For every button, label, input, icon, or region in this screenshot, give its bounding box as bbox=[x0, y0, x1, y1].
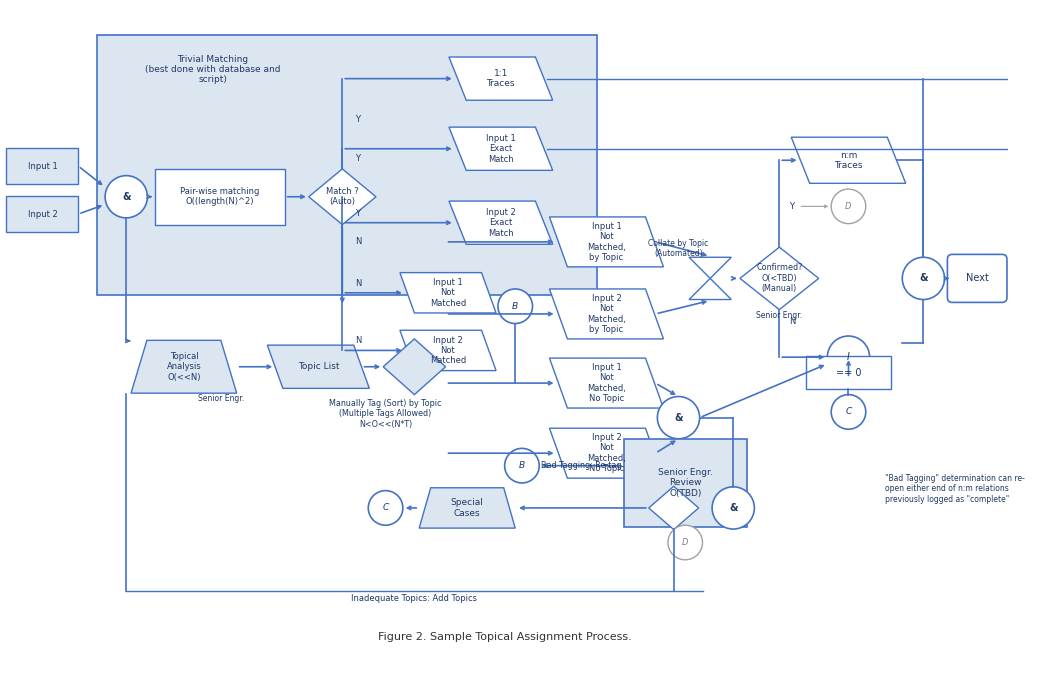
Text: Collate by Topic
(Automated): Collate by Topic (Automated) bbox=[649, 239, 708, 258]
Polygon shape bbox=[549, 289, 663, 339]
Text: Confirmed?
O(<TBD)
(Manual): Confirmed? O(<TBD) (Manual) bbox=[757, 264, 803, 293]
Text: Topic List: Topic List bbox=[298, 362, 340, 371]
FancyBboxPatch shape bbox=[155, 169, 285, 225]
Circle shape bbox=[831, 394, 866, 429]
Polygon shape bbox=[384, 339, 445, 394]
Polygon shape bbox=[400, 330, 496, 371]
Text: Senior Engr.: Senior Engr. bbox=[757, 312, 803, 320]
Text: Inadequate Topics: Add Topics: Inadequate Topics: Add Topics bbox=[351, 594, 478, 604]
Text: Y: Y bbox=[789, 202, 794, 211]
Text: Trivial Matching
(best done with database and
script): Trivial Matching (best done with databas… bbox=[145, 55, 281, 84]
Text: "Bad Tagging" determination can re-
open either end of n:m relations
previously : "Bad Tagging" determination can re- open… bbox=[885, 474, 1025, 503]
Circle shape bbox=[657, 396, 700, 439]
Text: N: N bbox=[355, 336, 362, 345]
Text: Next: Next bbox=[966, 273, 988, 283]
Polygon shape bbox=[400, 273, 496, 313]
Text: Input 1
Not
Matched: Input 1 Not Matched bbox=[430, 278, 466, 308]
Text: B: B bbox=[519, 461, 525, 470]
Polygon shape bbox=[309, 169, 376, 225]
Circle shape bbox=[831, 189, 866, 223]
Text: &: & bbox=[674, 413, 682, 423]
Text: D: D bbox=[682, 538, 689, 547]
Text: N: N bbox=[355, 238, 362, 246]
FancyBboxPatch shape bbox=[6, 196, 79, 232]
Text: Input 1: Input 1 bbox=[28, 162, 58, 170]
FancyBboxPatch shape bbox=[806, 356, 891, 389]
Text: Senior Engr.
Review
O(TBD): Senior Engr. Review O(TBD) bbox=[658, 468, 713, 498]
Text: Senior Engr.: Senior Engr. bbox=[198, 394, 244, 403]
Circle shape bbox=[505, 448, 540, 483]
Text: Figure 2. Sample Topical Assignment Process.: Figure 2. Sample Topical Assignment Proc… bbox=[377, 633, 632, 643]
Text: &: & bbox=[122, 192, 131, 202]
Text: Bad Tagging: Re-tag: Bad Tagging: Re-tag bbox=[541, 461, 621, 470]
Text: B: B bbox=[512, 302, 519, 311]
Text: Input 2
Exact
Match: Input 2 Exact Match bbox=[486, 208, 516, 238]
Text: Manually Tag (Sort) by Topic
(Multiple Tags Allowed)
N<O<<(N*T): Manually Tag (Sort) by Topic (Multiple T… bbox=[329, 399, 442, 429]
Circle shape bbox=[712, 487, 755, 529]
Text: &: & bbox=[729, 503, 738, 513]
Polygon shape bbox=[549, 358, 663, 408]
Text: Pair-wise matching
O((length(N)^2): Pair-wise matching O((length(N)^2) bbox=[179, 187, 259, 207]
Text: Y: Y bbox=[355, 154, 359, 163]
Polygon shape bbox=[131, 341, 237, 393]
Circle shape bbox=[827, 336, 870, 378]
Polygon shape bbox=[449, 57, 552, 100]
Polygon shape bbox=[549, 217, 663, 267]
Polygon shape bbox=[791, 137, 905, 183]
Text: C: C bbox=[846, 407, 852, 417]
FancyBboxPatch shape bbox=[624, 439, 746, 527]
Text: Input 2
Not
Matched: Input 2 Not Matched bbox=[430, 336, 466, 365]
Text: D: D bbox=[846, 202, 852, 211]
Polygon shape bbox=[689, 279, 732, 299]
Text: &: & bbox=[919, 273, 927, 283]
Text: == 0: == 0 bbox=[835, 367, 861, 378]
Text: 1:1
Traces: 1:1 Traces bbox=[486, 69, 515, 88]
Text: Input 1
Not
Matched,
No Topic: Input 1 Not Matched, No Topic bbox=[587, 363, 626, 403]
Text: Match ?
(Auto): Match ? (Auto) bbox=[326, 187, 358, 207]
Text: Special
Cases: Special Cases bbox=[451, 498, 483, 518]
FancyBboxPatch shape bbox=[947, 254, 1007, 302]
Circle shape bbox=[105, 176, 148, 218]
Text: Input 2
Not
Matched,
No Topic: Input 2 Not Matched, No Topic bbox=[587, 433, 626, 473]
Text: Input 2
Not
Matched,
by Topic: Input 2 Not Matched, by Topic bbox=[587, 294, 626, 334]
Circle shape bbox=[902, 257, 944, 299]
Text: Topical
Analysis
O(<<N): Topical Analysis O(<<N) bbox=[167, 352, 201, 382]
FancyBboxPatch shape bbox=[6, 148, 79, 184]
Text: N: N bbox=[789, 317, 795, 326]
Text: Input 2: Input 2 bbox=[28, 209, 58, 219]
Text: I: I bbox=[847, 352, 850, 362]
Polygon shape bbox=[267, 345, 369, 388]
Text: C: C bbox=[383, 503, 389, 512]
Text: N: N bbox=[355, 279, 362, 287]
Polygon shape bbox=[449, 127, 552, 170]
Polygon shape bbox=[419, 488, 516, 528]
FancyBboxPatch shape bbox=[97, 36, 597, 295]
Text: Input 1
Not
Matched,
by Topic: Input 1 Not Matched, by Topic bbox=[587, 222, 626, 262]
Polygon shape bbox=[689, 257, 732, 279]
Text: Input 1
Exact
Match: Input 1 Exact Match bbox=[486, 134, 516, 164]
Polygon shape bbox=[740, 247, 818, 310]
Circle shape bbox=[368, 491, 402, 525]
Polygon shape bbox=[449, 201, 552, 244]
Polygon shape bbox=[649, 487, 699, 530]
Text: Y: Y bbox=[355, 209, 359, 217]
Text: Y: Y bbox=[355, 116, 359, 125]
Circle shape bbox=[668, 525, 702, 560]
Polygon shape bbox=[549, 428, 663, 478]
Text: n:m
Traces: n:m Traces bbox=[834, 151, 863, 170]
Circle shape bbox=[498, 289, 532, 324]
